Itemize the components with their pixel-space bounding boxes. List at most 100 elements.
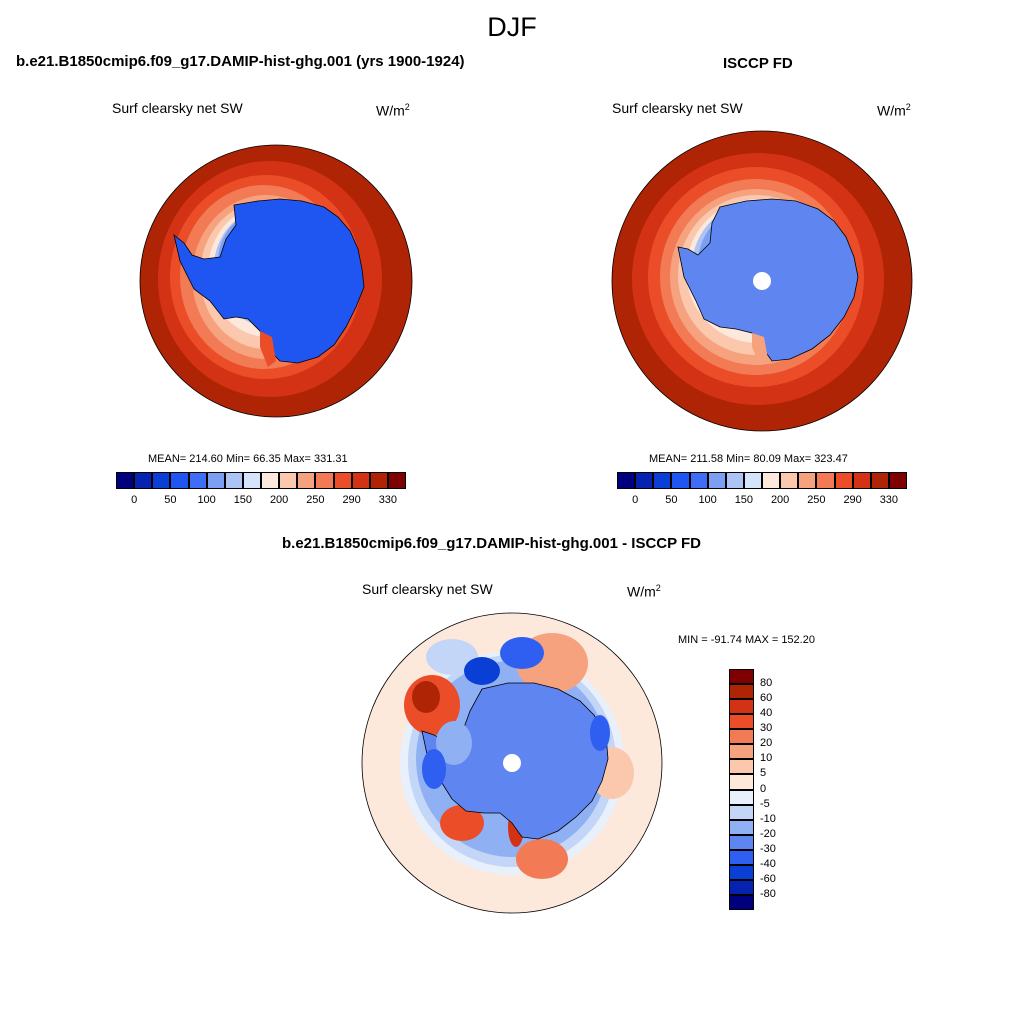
colorbar-tick-label: 100 — [698, 494, 717, 506]
colorbar-tick-label: 200 — [770, 494, 790, 506]
panel3-map — [361, 612, 663, 914]
colorbar-swatch — [729, 714, 754, 730]
colorbar-swatch — [116, 472, 135, 489]
colorbar-tick-label: 40 — [760, 707, 773, 720]
colorbar-tick-label: 5 — [760, 767, 767, 780]
colorbar-swatch — [134, 472, 153, 489]
panel3-stats: MIN = -91.74 MAX = 152.20 — [678, 634, 815, 646]
colorbar-swatch — [729, 759, 754, 775]
panel3-units: W/m2 — [627, 583, 661, 600]
panel2-colorbar-ticks: 0 50 100 150 200 250 290 330 — [617, 494, 907, 508]
colorbar-swatch — [725, 472, 744, 489]
colorbar-swatch — [852, 472, 871, 489]
colorbar-swatch — [707, 472, 726, 489]
colorbar-swatch — [242, 472, 261, 489]
panel2-map — [611, 130, 913, 432]
colorbar-tick-label: 0 — [760, 782, 767, 795]
colorbar-swatch — [653, 472, 672, 489]
colorbar-tick-label: -30 — [760, 842, 776, 855]
panel1-colorbar-ticks: 0 50 100 150 200 250 290 330 — [116, 494, 406, 508]
colorbar-tick-label: 50 — [665, 494, 678, 506]
colorbar-swatch — [729, 819, 754, 835]
panel1-variable-label: Surf clearsky net SW — [112, 100, 243, 116]
colorbar-swatch — [729, 684, 754, 700]
colorbar-tick-label: -10 — [760, 812, 776, 825]
panel3-variable-label: Surf clearsky net SW — [362, 581, 493, 597]
panel1-units: W/m2 — [376, 102, 410, 119]
colorbar-tick-label: -60 — [760, 872, 776, 885]
colorbar-swatch — [333, 472, 352, 489]
colorbar-swatch — [279, 472, 298, 489]
colorbar-tick-label: 60 — [760, 692, 773, 705]
colorbar-swatch — [297, 472, 316, 489]
colorbar-swatch — [170, 472, 189, 489]
colorbar-swatch — [689, 472, 708, 489]
figure-title: DJF — [487, 12, 537, 42]
colorbar-swatch — [729, 729, 754, 745]
colorbar-swatch — [729, 864, 754, 880]
colorbar-swatch — [888, 472, 907, 489]
colorbar-swatch — [729, 774, 754, 790]
colorbar-swatch — [762, 472, 781, 489]
colorbar-tick-label: 30 — [760, 722, 773, 735]
panel3-title: b.e21.B1850cmip6.f09_g17.DAMIP-hist-ghg.… — [282, 535, 702, 552]
panel2-units: W/m2 — [877, 102, 911, 119]
colorbar-swatch — [315, 472, 334, 489]
colorbar-swatch — [870, 472, 889, 489]
panel1-title: b.e21.B1850cmip6.f09_g17.DAMIP-hist-ghg.… — [16, 53, 465, 70]
colorbar-tick-label: 100 — [197, 494, 216, 506]
colorbar-swatch — [729, 804, 754, 820]
panel1-stats: MEAN= 214.60 Min= 66.35 Max= 331.31 — [148, 453, 348, 465]
colorbar-swatch — [635, 472, 654, 489]
colorbar-tick-label: 200 — [269, 494, 289, 506]
colorbar-tick-label: 290 — [843, 494, 862, 506]
panel3-colorbar — [729, 669, 754, 910]
colorbar-swatch — [729, 669, 754, 685]
colorbar-tick-label: 150 — [734, 494, 754, 506]
colorbar-tick-label: -80 — [760, 887, 776, 900]
panel2-variable-label: Surf clearsky net SW — [612, 100, 743, 116]
colorbar-tick-label: 250 — [306, 494, 325, 506]
colorbar-swatch — [671, 472, 690, 489]
colorbar-swatch — [743, 472, 762, 489]
colorbar-swatch — [152, 472, 171, 489]
colorbar-tick-label: 330 — [879, 494, 899, 506]
colorbar-swatch — [224, 472, 243, 489]
colorbar-swatch — [834, 472, 853, 489]
colorbar-tick-label: 330 — [378, 494, 398, 506]
colorbar-swatch — [206, 472, 225, 489]
colorbar-tick-label: 0 — [632, 494, 639, 506]
colorbar-swatch — [729, 789, 754, 805]
colorbar-swatch — [729, 879, 754, 895]
colorbar-tick-label: -40 — [760, 857, 776, 870]
panel2-title: ISCCP FD — [723, 55, 793, 72]
colorbar-tick-label: -5 — [760, 797, 770, 810]
colorbar-swatch — [351, 472, 370, 489]
colorbar-swatch — [729, 744, 754, 760]
colorbar-swatch — [798, 472, 817, 489]
colorbar-swatch — [188, 472, 207, 489]
colorbar-tick-label: -20 — [760, 827, 776, 840]
colorbar-swatch — [261, 472, 280, 489]
colorbar-swatch — [729, 834, 754, 850]
panel1-map — [139, 144, 413, 418]
panel1-colorbar — [116, 472, 406, 489]
colorbar-tick-label: 50 — [164, 494, 177, 506]
colorbar-swatch — [369, 472, 388, 489]
colorbar-tick-label: 250 — [807, 494, 826, 506]
colorbar-swatch — [729, 699, 754, 715]
colorbar-tick-label: 20 — [760, 737, 773, 750]
colorbar-swatch — [729, 849, 754, 865]
colorbar-tick-label: 80 — [760, 677, 773, 690]
colorbar-swatch — [387, 472, 406, 489]
panel3-colorbar-ticks: 80 60 40 30 20 10 5 0 -5 -10 -20 -30 -40 -60 -80 — [760, 669, 820, 910]
colorbar-swatch — [816, 472, 835, 489]
colorbar-tick-label: 290 — [342, 494, 361, 506]
colorbar-tick-label: 10 — [760, 752, 773, 765]
colorbar-swatch — [780, 472, 799, 489]
colorbar-tick-label: 150 — [233, 494, 253, 506]
colorbar-tick-label: 0 — [131, 494, 138, 506]
panel2-colorbar — [617, 472, 907, 489]
colorbar-swatch — [729, 894, 754, 910]
colorbar-swatch — [617, 472, 636, 489]
